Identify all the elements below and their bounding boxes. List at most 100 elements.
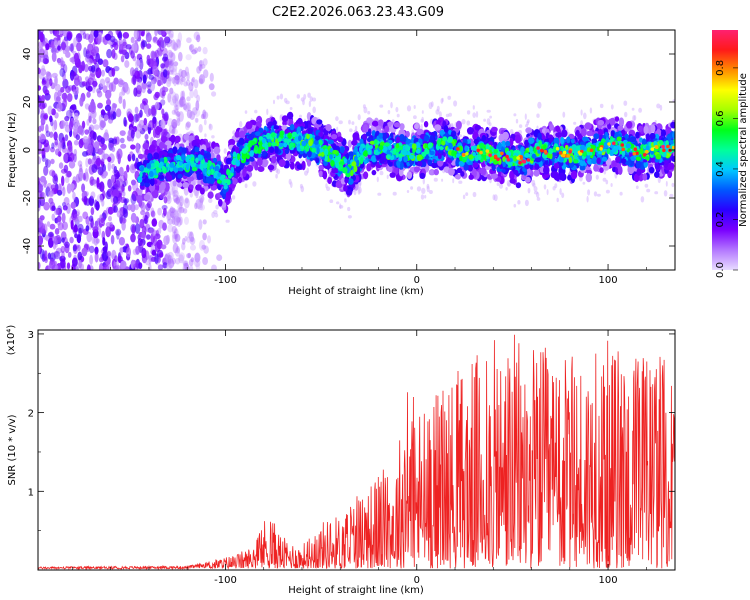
spectrogram-noise-cell: [184, 235, 188, 242]
spectrogram-signal-cell: [348, 178, 354, 185]
spectrogram-signal-cell: [398, 168, 404, 177]
spectrogram-noise-cell: [157, 264, 164, 270]
spectrogram-signal-cell: [248, 156, 255, 162]
spectrogram-noise-cell: [49, 131, 54, 138]
spectrogram-noise-cell: [172, 233, 178, 244]
spectrogram-signal-cell: [472, 162, 479, 168]
spectrogram-noise-cell: [654, 191, 659, 195]
spectrogram-signal-cell: [584, 122, 592, 130]
spectrogram-noise-cell: [54, 30, 60, 37]
spectrogram-noise-cell: [130, 233, 136, 243]
spectrogram-signal-cell: [416, 128, 424, 136]
spectrogram-signal-cell: [194, 146, 200, 153]
spectrogram-signal-cell: [625, 160, 631, 166]
spectrogram-signal-cell: [585, 173, 592, 183]
spectrogram-noise-cell: [172, 242, 179, 254]
spectrogram-noise-cell: [110, 234, 115, 245]
spectrogram-noise-cell: [163, 196, 168, 204]
spectrogram-noise-cell: [171, 257, 176, 265]
spectrogram-noise-cell: [312, 97, 317, 102]
spectrogram-noise-cell: [144, 133, 149, 140]
spectrogram-noise-cell: [95, 157, 102, 166]
spectrogram-noise-cell: [150, 106, 157, 116]
spectrogram-noise-cell: [38, 247, 41, 253]
spectrogram-noise-cell: [562, 111, 566, 118]
spectrogram-noise-cell: [185, 54, 192, 61]
spectrogram-noise-cell: [489, 115, 492, 119]
spectrogram-noise-cell: [106, 98, 111, 106]
spectrogram-signal-cell: [533, 169, 540, 177]
spectrogram-noise-cell: [208, 123, 213, 131]
spectrogram-noise-cell: [141, 40, 147, 48]
spectrogram-signal-cell: [316, 119, 323, 125]
spectrogram-signal-cell: [593, 133, 600, 140]
spectrogram-signal-cell: [322, 170, 328, 180]
spectrogram-noise-cell: [515, 118, 519, 124]
spectrogram-noise-cell: [54, 228, 60, 235]
spectrogram-noise-cell: [120, 260, 127, 270]
spectrogram-signal-cell: [596, 157, 601, 165]
spectrogram-noise-cell: [89, 100, 96, 112]
spectrogram-noise-cell: [169, 207, 176, 214]
spectrogram-signal-cell: [649, 132, 656, 140]
spectrogram-noise-cell: [90, 191, 96, 199]
spectrogram-noise-cell: [354, 125, 358, 131]
spectrogram-noise-cell: [387, 110, 391, 115]
spectrogram-signal-cell: [278, 159, 286, 168]
spectrogram-signal-cell: [318, 164, 325, 171]
spectrogram-noise-cell: [194, 252, 201, 263]
spectrogram-noise-cell: [57, 45, 61, 51]
spectrogram-signal-cell: [205, 175, 212, 184]
spectrogram-noise-cell: [131, 153, 136, 162]
spectrogram-noise-cell: [194, 258, 201, 268]
spectrogram-noise-cell: [38, 262, 41, 270]
spectrogram-noise-cell: [517, 200, 521, 205]
spectrogram-noise-cell: [38, 156, 42, 165]
spectrogram-noise-cell: [106, 48, 113, 59]
spectrogram-signal-cell: [587, 158, 593, 165]
spectrogram-noise-cell: [61, 212, 66, 223]
spectrogram-signal-cell: [566, 136, 571, 144]
spectrogram-noise-cell: [40, 122, 45, 132]
spectrogram-noise-cell: [97, 148, 104, 155]
spectrogram-noise-cell: [43, 180, 47, 188]
spectrogram-noise-cell: [188, 259, 194, 267]
spectrogram-noise-cell: [189, 265, 194, 270]
spectrogram-noise-cell: [135, 113, 140, 122]
spectrogram-signal-cell: [434, 150, 439, 157]
spectrogram-noise-cell: [115, 30, 120, 36]
spectrogram-noise-cell: [174, 233, 181, 242]
spectrogram-noise-cell: [72, 257, 78, 267]
spectrogram-noise-cell: [131, 179, 136, 186]
spectrogram-signal-cell: [497, 141, 502, 151]
spectrogram-noise-cell: [113, 165, 118, 174]
spectrogram-noise-cell: [190, 78, 195, 87]
spectrogram-noise-cell: [196, 94, 201, 103]
spectrogram-noise-cell: [41, 102, 47, 109]
spectrogram-signal-cell: [642, 173, 648, 181]
spectrogram-signal-cell: [431, 162, 438, 169]
spectrogram-noise-cell: [101, 151, 106, 162]
spectrogram-noise-cell: [300, 185, 305, 193]
spectrogram-noise-cell: [109, 222, 114, 228]
spectrogram-noise-cell: [171, 128, 176, 135]
spectrogram-signal-cell: [524, 163, 530, 170]
spectrogram-noise-cell: [45, 159, 51, 168]
spectrogram-signal-cell: [213, 146, 221, 155]
spectrogram-noise-cell: [115, 150, 120, 160]
spectrogram-signal-cell: [185, 171, 192, 177]
spectrogram-noise-cell: [118, 30, 123, 41]
spectrogram-noise-cell: [244, 110, 248, 114]
spectrogram-signal-cell: [314, 135, 321, 141]
spectrogram-noise-cell: [416, 186, 422, 192]
spectrogram-noise-cell: [186, 102, 192, 112]
spectrogram-noise-cell: [201, 196, 205, 201]
spectrogram-noise-cell: [130, 49, 135, 59]
spectrogram-noise-cell: [72, 226, 79, 233]
spectrogram-noise-cell: [59, 139, 64, 149]
spectrogram-noise-cell: [75, 134, 81, 141]
spectrogram-noise-cell: [60, 245, 66, 254]
spectrogram-noise-cell: [43, 165, 49, 176]
spectrogram-signal-cell: [371, 169, 377, 176]
spectrogram-signal-cell: [212, 157, 218, 163]
